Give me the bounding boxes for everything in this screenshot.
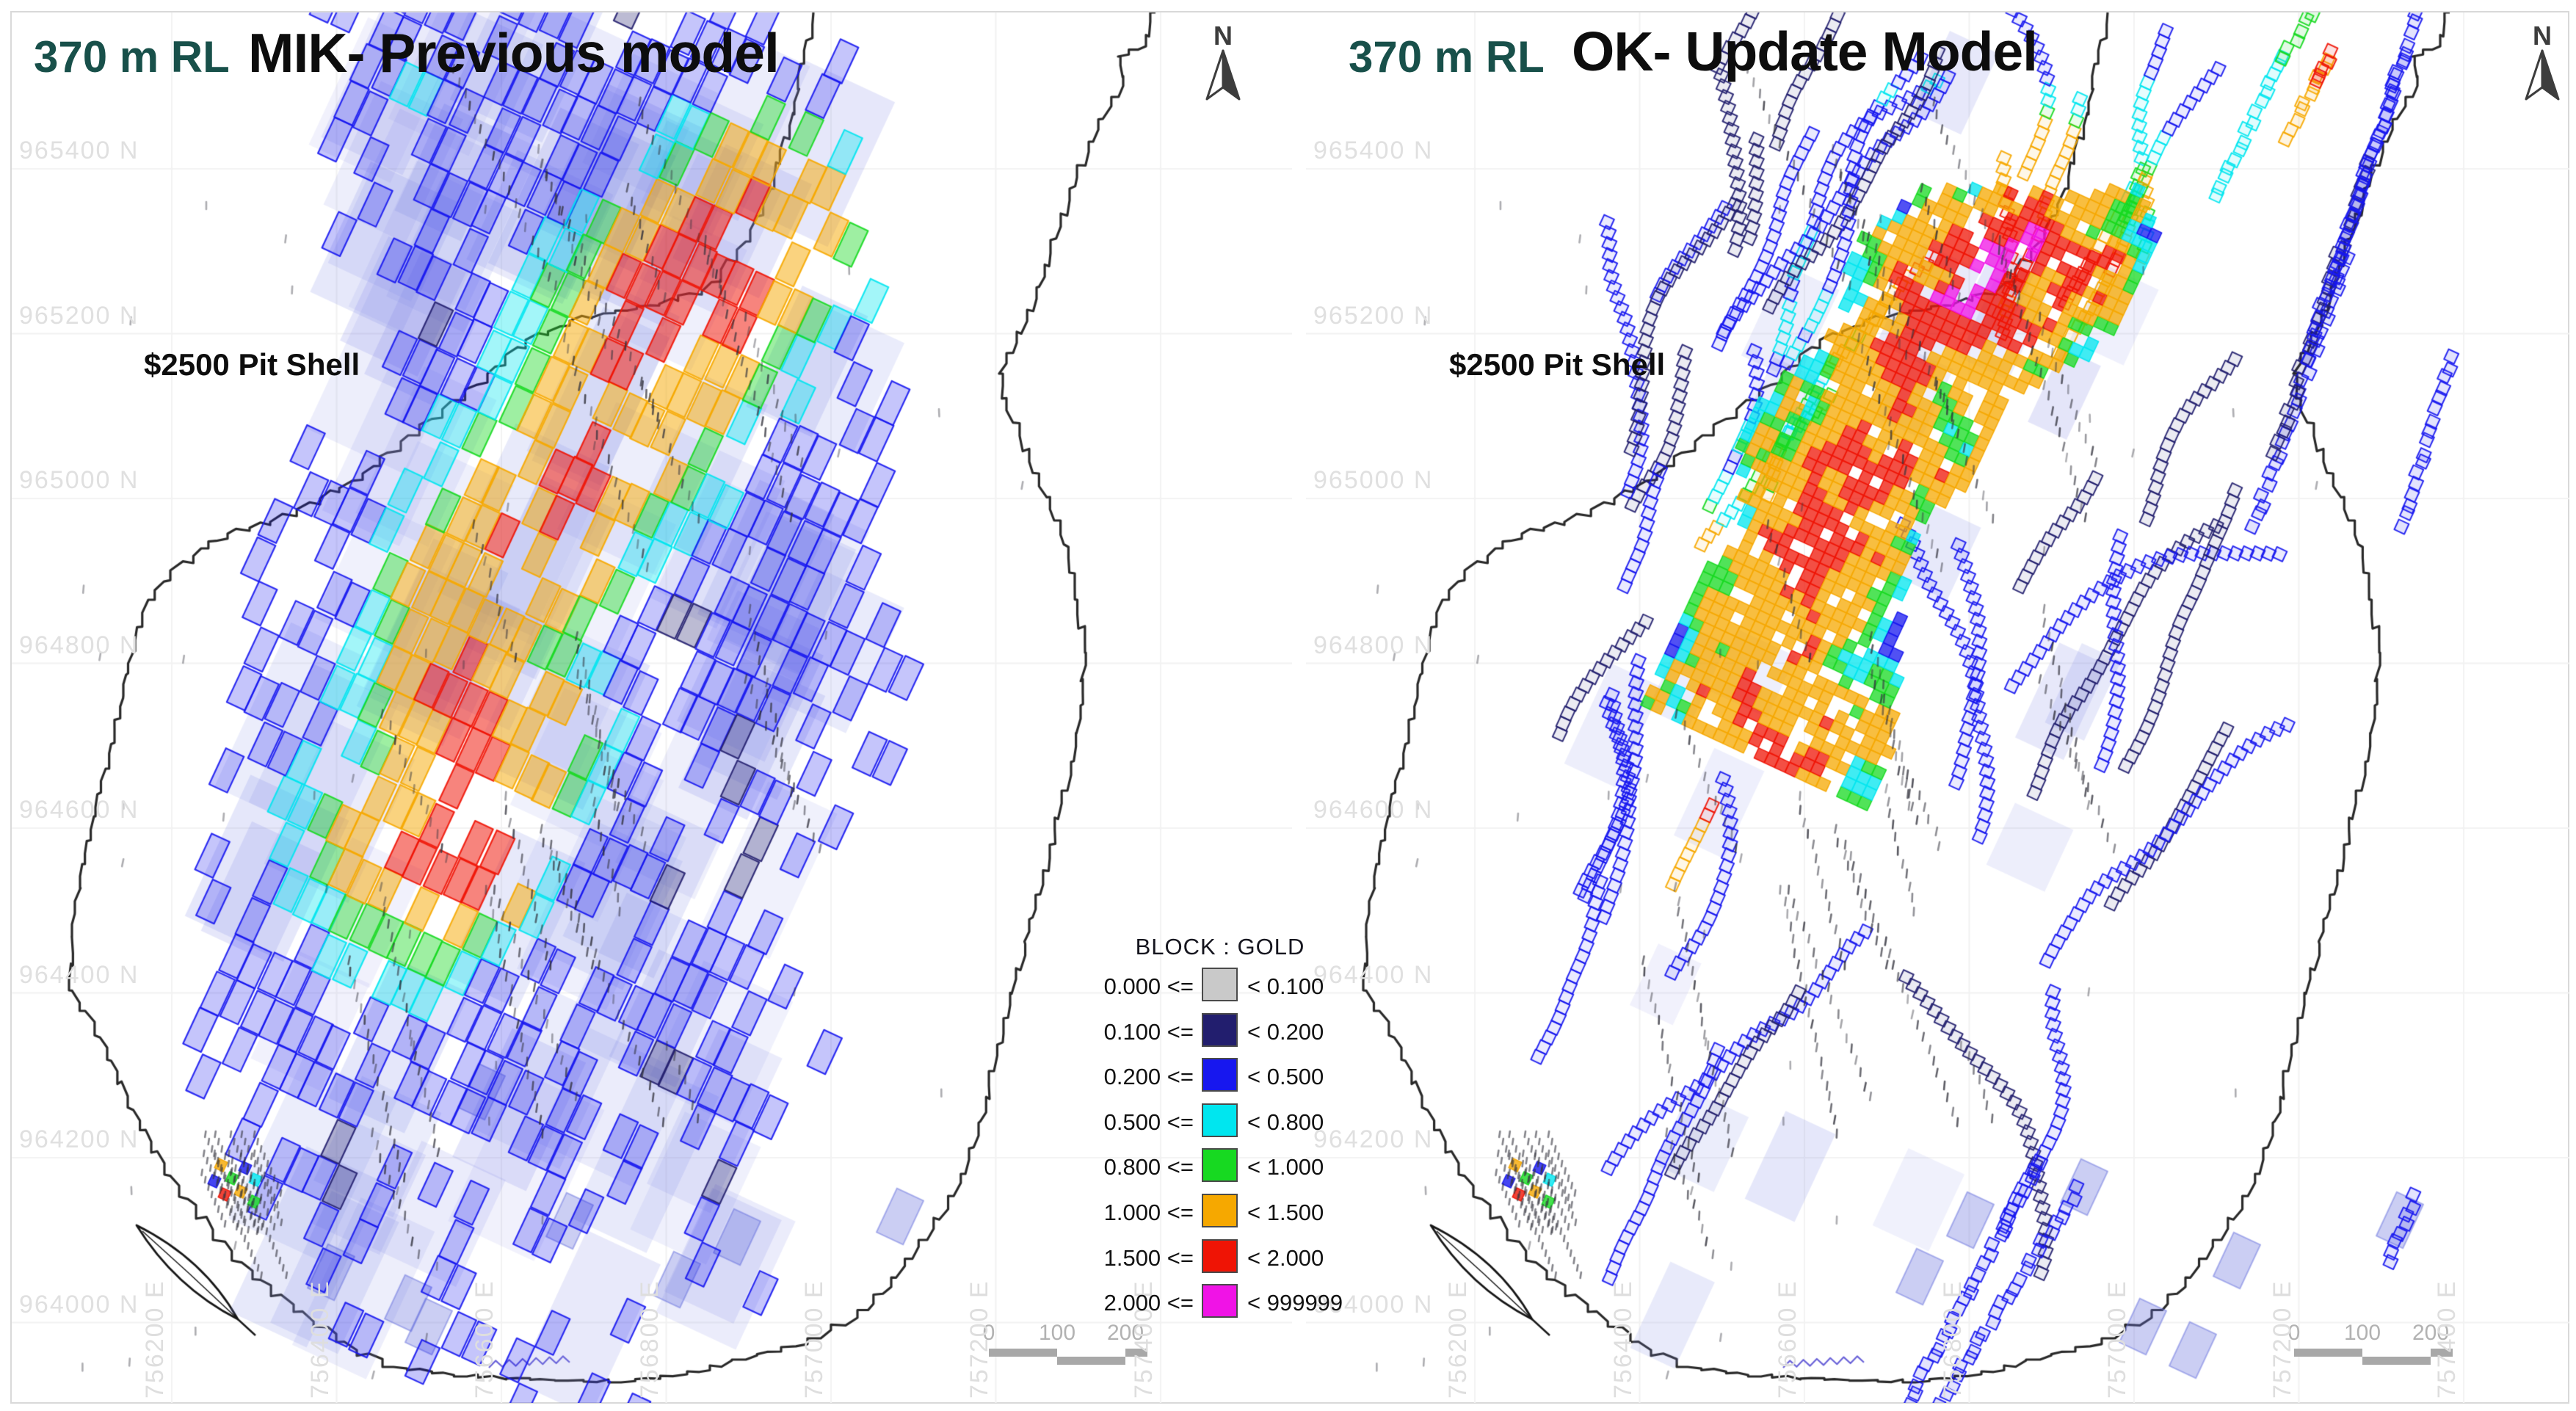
legend-row: 1.000 <= < 1.500 — [1050, 1194, 1395, 1236]
legend-min-label: 2.000 <= — [1103, 1290, 1194, 1316]
scalebar-segment — [1057, 1357, 1125, 1365]
north-letter: N — [1213, 23, 1233, 51]
easting-label: 756200 E — [1444, 1280, 1472, 1399]
northing-label: 964200 N — [1313, 1125, 1434, 1153]
map-panel-right: 370 m RL OK- Update Model $2500 Pit Shel… — [1306, 12, 2569, 1403]
scalebar-label: 200 — [2412, 1321, 2450, 1345]
easting-label: 756400 E — [305, 1280, 334, 1399]
easting-label: 757000 E — [2103, 1280, 2131, 1399]
northing-label: 964000 N — [1313, 1290, 1434, 1318]
legend-max-label: < 999999 — [1247, 1290, 1343, 1316]
northing-label: 965400 N — [19, 137, 139, 164]
northing-label: 964400 N — [19, 960, 139, 989]
north-letter: N — [2533, 23, 2552, 51]
easting-label: 756200 E — [141, 1280, 169, 1399]
legend-max-label: < 1.500 — [1247, 1200, 1324, 1225]
scalebar-label: 200 — [1106, 1321, 1144, 1345]
legend-max-label: < 0.200 — [1247, 1018, 1324, 1045]
northing-label: 964600 N — [1313, 796, 1434, 824]
panel-title: MIK- Previous model — [248, 22, 780, 84]
legend-swatch — [1202, 1238, 1238, 1273]
map-panel-left: 370 m RL MIK- Previous model $2500 Pit S… — [12, 12, 1292, 1403]
northing-label: 964000 N — [19, 1290, 139, 1318]
legend-min-label: 0.000 <= — [1103, 973, 1194, 999]
northing-label: 965000 N — [1313, 466, 1434, 494]
pit-shell-label: $2500 Pit Shell — [1449, 347, 1666, 382]
easting-label: 756800 E — [635, 1280, 664, 1399]
legend-row: 0.000 <= < 0.100 — [1050, 968, 1395, 1010]
northing-label: 964800 N — [1313, 631, 1434, 659]
north-arrow-icon: N — [2525, 23, 2560, 101]
scalebar-segment — [1125, 1349, 1147, 1357]
scalebar-label: 100 — [1038, 1321, 1076, 1345]
legend-min-label: 0.100 <= — [1103, 1018, 1194, 1045]
scalebar: 0 100 200 — [959, 1321, 1202, 1379]
easting-label: 756600 E — [1774, 1280, 1802, 1399]
scalebar-label: 100 — [2343, 1321, 2381, 1345]
northing-label: 964800 N — [19, 631, 139, 659]
scalebar-segment — [2294, 1349, 2362, 1357]
northing-label: 965200 N — [1313, 301, 1434, 330]
block-model-canvas-right — [1306, 12, 2569, 1403]
legend-swatch — [1202, 1058, 1238, 1092]
legend-max-label: < 0.100 — [1247, 973, 1324, 999]
legend-row: 1.500 <= < 2.000 — [1050, 1238, 1395, 1282]
legend-swatch — [1202, 968, 1238, 1001]
legend-row: 0.100 <= < 0.200 — [1050, 1012, 1395, 1056]
northing-label: 965400 N — [1313, 137, 1434, 164]
pit-shell-label: $2500 Pit Shell — [144, 347, 360, 382]
easting-label: 757000 E — [800, 1280, 828, 1399]
legend-max-label: < 0.500 — [1247, 1064, 1324, 1090]
legend-row: 0.500 <= < 0.800 — [1050, 1103, 1395, 1146]
elevation-label: 370 m RL — [34, 32, 230, 81]
block-model-canvas-left — [12, 12, 1292, 1403]
easting-label: 757200 E — [965, 1280, 993, 1399]
legend-title: BLOCK : GOLD — [1135, 934, 1305, 960]
northing-label: 964600 N — [19, 796, 139, 824]
legend-min-label: 0.800 <= — [1103, 1154, 1194, 1180]
easting-label: 756800 E — [1938, 1280, 1967, 1399]
scalebar-segment — [2362, 1357, 2431, 1365]
panel-title: OK- Update Model — [1572, 21, 2038, 82]
legend-swatch — [1202, 1284, 1238, 1318]
easting-label: 757200 E — [2268, 1280, 2296, 1399]
legend-row: 0.200 <= < 0.500 — [1050, 1058, 1395, 1100]
legend-row: 0.800 <= < 1.000 — [1050, 1148, 1395, 1191]
scalebar-label: 0 — [982, 1321, 995, 1345]
scalebar-segment — [2431, 1349, 2453, 1357]
legend-row: 2.000 <= < 999999 — [1050, 1284, 1395, 1327]
north-arrow-icon: N — [1205, 23, 1241, 101]
northing-label: 964200 N — [19, 1125, 139, 1153]
easting-label: 756400 E — [1608, 1280, 1637, 1399]
easting-label: 756600 E — [471, 1280, 498, 1399]
legend-min-label: 0.500 <= — [1103, 1109, 1194, 1135]
legend-swatch — [1202, 1103, 1238, 1137]
legend-max-label: < 1.000 — [1247, 1154, 1324, 1180]
legend-min-label: 1.000 <= — [1103, 1200, 1194, 1225]
scalebar: 0 100 200 — [2265, 1321, 2507, 1379]
legend-min-label: 0.200 <= — [1103, 1064, 1194, 1090]
northing-label: 965200 N — [19, 301, 139, 330]
easting-label: 757400 E — [2433, 1280, 2461, 1399]
scalebar-segment — [989, 1349, 1057, 1357]
elevation-label: 370 m RL — [1349, 32, 1545, 81]
northing-label: 964400 N — [1313, 960, 1434, 989]
legend-max-label: < 2.000 — [1247, 1244, 1324, 1271]
legend-max-label: < 0.800 — [1247, 1109, 1324, 1135]
legend-swatch — [1202, 1148, 1238, 1183]
scalebar-label: 0 — [2287, 1321, 2301, 1345]
legend-min-label: 1.500 <= — [1103, 1244, 1194, 1271]
northing-label: 965000 N — [19, 466, 139, 494]
legend-swatch — [1202, 1194, 1238, 1227]
legend-swatch — [1202, 1012, 1238, 1047]
